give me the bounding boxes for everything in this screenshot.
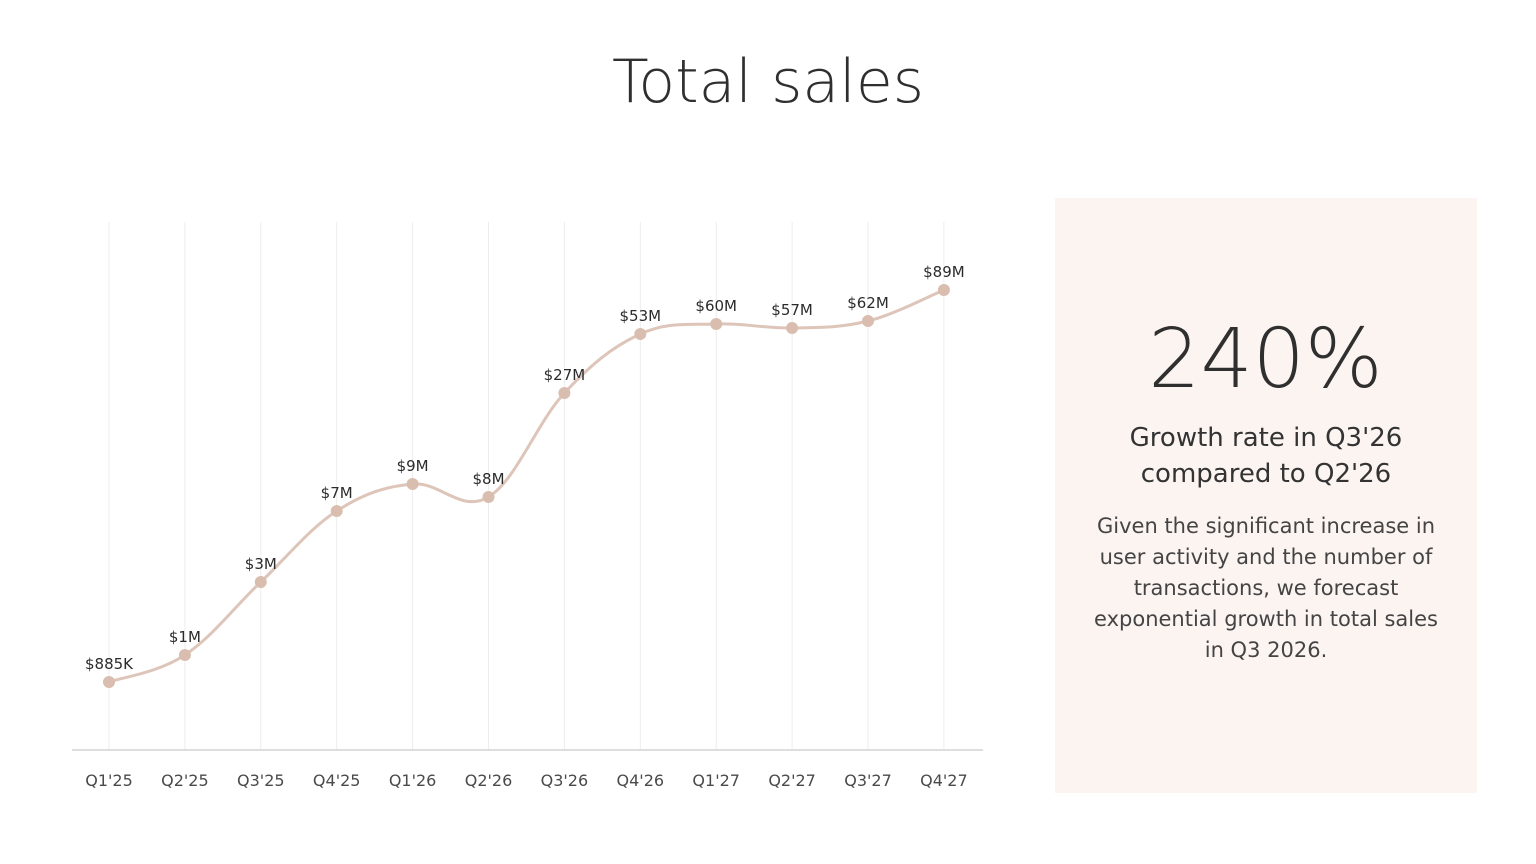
x-tick-label: Q2'25	[161, 771, 209, 790]
x-tick-label: Q4'25	[313, 771, 361, 790]
data-label: $53M	[620, 307, 662, 325]
x-tick-label: Q2'27	[768, 771, 816, 790]
data-label: $3M	[245, 555, 277, 573]
data-label: $9M	[397, 457, 429, 475]
x-axis-ticks: Q1'25 Q2'25 Q3'25 Q4'25 Q1'26 Q2'26 Q3'26 Q4'26…	[85, 771, 967, 790]
data-label: $60M	[695, 297, 737, 315]
data-label: $7M	[321, 484, 353, 502]
data-point	[558, 387, 571, 399]
x-tick-label: Q4'27	[920, 771, 968, 790]
data-label: $57M	[771, 301, 813, 319]
x-tick-label: Q4'26	[617, 771, 665, 790]
data-point	[406, 478, 419, 490]
data-point	[710, 318, 723, 330]
forecast-description: Given the significant increase in user a…	[1094, 514, 1438, 662]
x-tick-label: Q1'25	[85, 771, 133, 790]
x-tick-label: Q3'26	[541, 771, 589, 790]
insight-panel	[1055, 198, 1477, 793]
growth-rate-caption: Growth rate in Q3'26 compared to Q2'26	[1129, 423, 1403, 489]
data-label: $27M	[544, 366, 586, 384]
chart-grid	[108, 222, 945, 750]
sales-line-chart: $885K $1M $3M $7M $9M $8M $27M $53M $60M $57M $62M…	[72, 222, 983, 790]
x-tick-label: Q1'26	[389, 771, 437, 790]
data-point	[482, 491, 495, 503]
data-label: $885K	[85, 655, 134, 673]
growth-rate-stat: 240%	[1148, 312, 1383, 407]
x-tick-label: Q3'27	[844, 771, 892, 790]
x-tick-label: Q2'26	[465, 771, 513, 790]
data-label: $62M	[847, 294, 889, 312]
data-labels: $885K $1M $3M $7M $9M $8M $27M $53M $60M $57M $62M…	[85, 263, 965, 673]
x-tick-label: Q1'27	[692, 771, 740, 790]
data-point	[937, 284, 950, 296]
data-point	[254, 576, 267, 588]
data-point	[330, 505, 343, 517]
data-label: $1M	[169, 628, 201, 646]
data-point	[786, 322, 799, 334]
data-point	[634, 328, 647, 340]
data-label: $8M	[472, 470, 504, 488]
data-point	[103, 676, 115, 688]
x-tick-label: Q3'25	[237, 771, 285, 790]
page-title: Total sales	[611, 47, 925, 117]
data-points	[103, 284, 950, 688]
data-label: $89M	[923, 263, 965, 281]
data-point	[178, 649, 191, 661]
data-point	[862, 315, 874, 327]
